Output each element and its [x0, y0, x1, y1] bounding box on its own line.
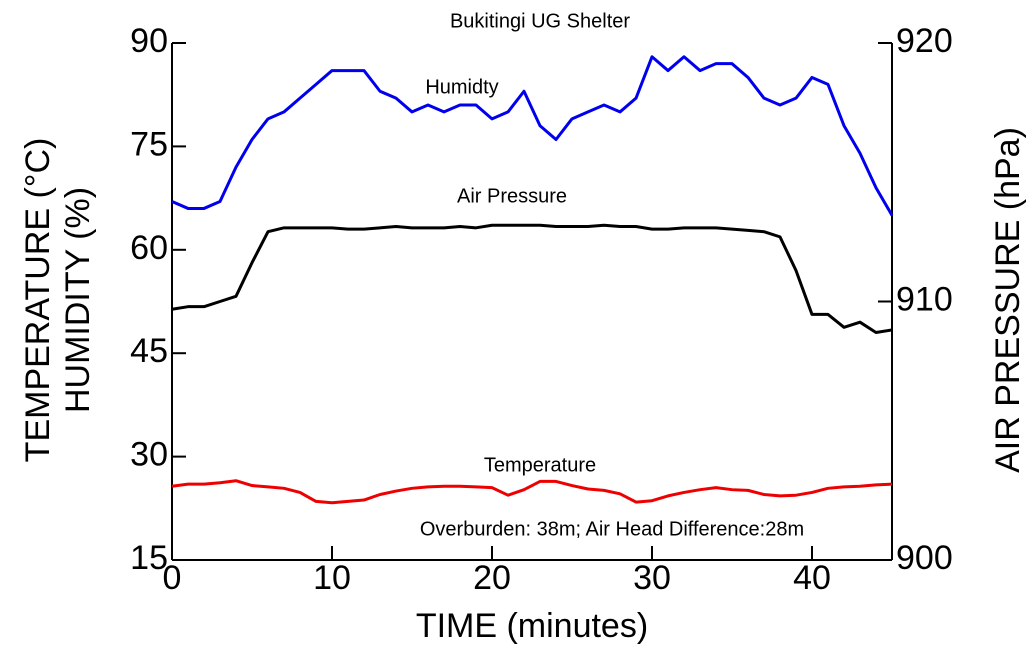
chart-title: Bukitingi UG Shelter — [450, 10, 630, 32]
y2-tick-label: 900 — [896, 539, 953, 577]
x-tick-label: 10 — [313, 559, 351, 597]
data-line — [171, 223, 893, 335]
y-tick-label: 90 — [130, 22, 168, 60]
y-tick-label: 15 — [130, 539, 168, 577]
y-tick-label: 45 — [130, 332, 168, 370]
y2-axis-label: AIR PRESSURE (hPa) — [989, 127, 1027, 473]
annotation: Overburden: 38m; Air Head Difference:28m — [420, 518, 804, 540]
annotation: Humidty — [425, 76, 498, 98]
x-axis-label: TIME (minutes) — [416, 607, 648, 645]
x-tick-label: 0 — [163, 559, 182, 597]
data-line — [171, 479, 893, 505]
y-tick-label: 60 — [130, 229, 168, 267]
data-line — [171, 55, 894, 217]
x-tick-label: 20 — [473, 559, 511, 597]
x-tick-label: 40 — [793, 559, 831, 597]
y-tick-label: 75 — [130, 125, 168, 163]
annotation: Temperature — [484, 454, 596, 476]
y2-tick-label: 920 — [896, 22, 953, 60]
x-tick-label: 30 — [633, 559, 671, 597]
y-axis-label: TEMPERATURE (°C) — [19, 138, 57, 463]
y-tick-label: 30 — [130, 436, 168, 474]
y-axis-label: HUMIDITY (%) — [59, 187, 97, 413]
y2-tick-label: 910 — [896, 280, 953, 318]
annotation: Air Pressure — [457, 185, 567, 207]
